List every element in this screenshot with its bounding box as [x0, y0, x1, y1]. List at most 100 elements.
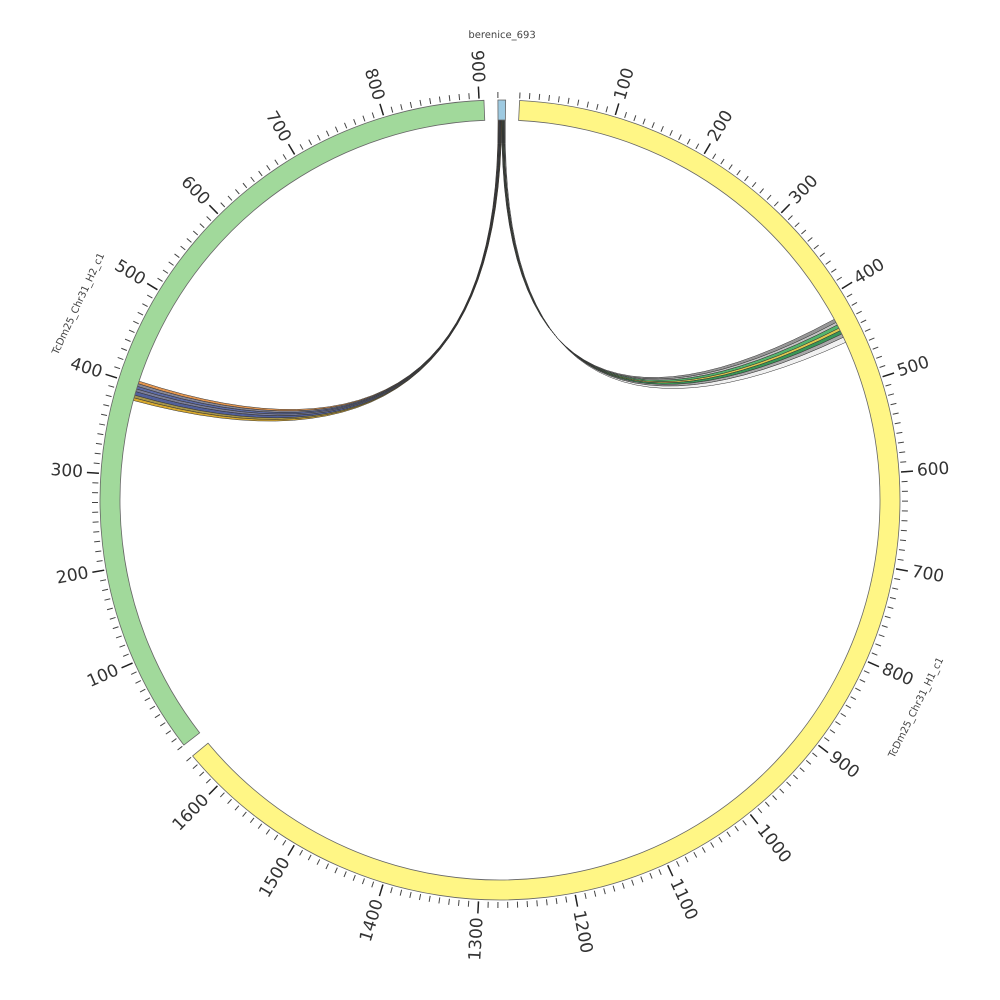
- minor-tick: [390, 887, 393, 894]
- major-tick: [895, 568, 908, 572]
- minor-tick: [881, 625, 888, 628]
- minor-tick: [334, 126, 339, 133]
- minor-tick: [114, 366, 121, 370]
- minor-tick: [538, 93, 541, 100]
- minor-tick: [112, 626, 119, 630]
- minor-tick: [168, 261, 174, 266]
- minor-tick: [555, 897, 558, 905]
- major-tick: [208, 785, 218, 795]
- minor-tick: [898, 549, 905, 551]
- minor-tick: [171, 738, 177, 743]
- minor-tick: [206, 216, 212, 221]
- minor-tick: [887, 606, 894, 609]
- minor-tick: [686, 138, 691, 145]
- minor-tick: [104, 598, 111, 601]
- minor-tick: [154, 714, 161, 719]
- minor-tick: [779, 788, 785, 794]
- minor-tick: [792, 774, 799, 780]
- tick-label: 100: [610, 66, 638, 103]
- minor-tick: [227, 195, 233, 201]
- minor-tick: [192, 230, 199, 236]
- minor-tick: [235, 189, 240, 195]
- minor-tick: [660, 125, 664, 132]
- segment: [99, 99, 486, 746]
- minor-tick: [419, 99, 422, 106]
- tick-label: 700: [261, 108, 295, 146]
- minor-tick: [612, 885, 616, 892]
- minor-tick: [718, 836, 723, 843]
- major-tick: [841, 281, 853, 290]
- minor-tick: [693, 851, 698, 858]
- minor-tick: [728, 164, 733, 170]
- minor-tick: [448, 898, 450, 905]
- minor-tick: [103, 404, 110, 407]
- segment: [497, 99, 507, 121]
- minor-tick: [130, 671, 137, 675]
- minor-tick: [695, 143, 700, 150]
- minor-tick: [871, 652, 878, 656]
- minor-tick: [177, 745, 183, 751]
- minor-tick: [133, 320, 139, 325]
- minor-tick: [199, 223, 205, 229]
- tick-label: 900: [466, 50, 488, 83]
- minor-tick: [884, 615, 891, 619]
- major-tick: [477, 86, 480, 99]
- minor-tick: [142, 303, 148, 307]
- minor-tick: [343, 871, 347, 878]
- minor-tick: [258, 170, 263, 177]
- minor-tick: [710, 842, 715, 848]
- minor-tick: [448, 95, 451, 102]
- minor-tick: [772, 795, 778, 801]
- minor-tick: [734, 825, 739, 832]
- minor-tick: [353, 118, 357, 125]
- tick-label: 600: [177, 172, 214, 209]
- minor-tick: [124, 338, 131, 342]
- minor-tick: [282, 154, 287, 160]
- minor-tick: [892, 587, 899, 590]
- tick-label: 1200: [568, 909, 596, 955]
- minor-tick: [102, 588, 109, 592]
- minor-tick: [676, 860, 680, 867]
- minor-tick: [162, 269, 169, 274]
- tick-label: 1300: [465, 917, 487, 961]
- minor-tick: [701, 847, 706, 853]
- tick-label: 400: [68, 354, 105, 383]
- minor-tick: [759, 188, 764, 194]
- major-tick: [867, 661, 880, 668]
- minor-tick: [242, 811, 247, 817]
- minor-tick: [186, 756, 192, 762]
- minor-tick: [299, 849, 304, 856]
- major-tick: [780, 203, 791, 214]
- minor-tick: [428, 895, 431, 902]
- minor-tick: [94, 540, 101, 543]
- minor-tick: [684, 856, 689, 863]
- minor-tick: [720, 158, 725, 165]
- minor-tick: [409, 101, 413, 108]
- minor-tick: [878, 634, 885, 638]
- minor-tick: [205, 778, 211, 784]
- minor-tick: [603, 888, 606, 895]
- minor-tick: [219, 792, 225, 798]
- minor-tick: [859, 678, 866, 683]
- minor-tick: [872, 346, 879, 350]
- minor-tick: [855, 687, 861, 692]
- minor-tick: [845, 704, 852, 709]
- minor-tick: [371, 881, 375, 888]
- major-tick: [86, 471, 99, 475]
- minor-tick: [889, 596, 896, 600]
- minor-tick: [117, 356, 124, 361]
- minor-tick: [144, 697, 151, 702]
- minor-tick: [856, 310, 862, 315]
- minor-tick: [799, 767, 805, 773]
- minor-tick: [850, 696, 857, 701]
- minor-tick: [109, 616, 116, 620]
- major-tick: [287, 844, 295, 856]
- minor-tick: [586, 101, 589, 108]
- minor-tick: [105, 394, 112, 398]
- minor-tick: [669, 129, 673, 136]
- minor-tick: [137, 311, 144, 316]
- minor-tick: [438, 897, 441, 904]
- minor-tick: [165, 730, 172, 735]
- minor-tick: [831, 268, 837, 273]
